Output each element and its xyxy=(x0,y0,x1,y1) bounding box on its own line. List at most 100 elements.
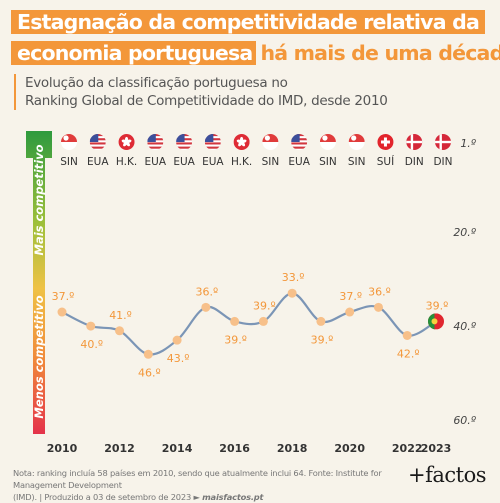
portugal-flag-icon xyxy=(428,313,444,330)
flag-part xyxy=(291,146,308,149)
usa-flag-icon xyxy=(147,134,164,150)
arrow-top-label: Mais competitivo xyxy=(32,144,46,255)
data-labels: 37.º 40.º 41.º 46.º 43.º 36.º 39.º 39.º 33.º 39.º… xyxy=(52,271,449,379)
footnote-line-2: (IMD). | Produzido a 03 de setembro de 2… xyxy=(13,491,423,503)
x-tick-label: 2018 xyxy=(277,442,308,455)
data-label: 41.º xyxy=(109,309,132,322)
flag-part xyxy=(291,134,300,142)
usa-flag-icon xyxy=(204,134,221,150)
switzerland-flag-icon xyxy=(377,134,394,150)
flag-part xyxy=(348,142,365,150)
x-tick-label: 2010 xyxy=(47,442,78,455)
flag-part xyxy=(147,134,156,142)
flag-part xyxy=(236,139,242,143)
data-point xyxy=(316,316,326,326)
flag-part xyxy=(61,134,77,142)
flag-part xyxy=(204,142,221,145)
data-label: 33.º xyxy=(282,271,305,284)
leader-code: EUA xyxy=(87,156,109,168)
title-part-2: economia portuguesa xyxy=(11,41,257,65)
data-point xyxy=(402,330,412,340)
flag-part xyxy=(262,134,279,142)
leader-code: H.K. xyxy=(231,156,252,168)
arrow-bottom-label: Menos competitivo xyxy=(32,295,46,418)
x-tick-label: 2020 xyxy=(334,442,365,455)
x-tick-label: 2023 xyxy=(421,442,452,455)
data-label: 42.º xyxy=(397,347,420,360)
flag-part xyxy=(380,140,390,144)
data-label: 40.º xyxy=(80,338,103,351)
leader-eua: EUA xyxy=(87,134,109,168)
hong-kong-flag-icon xyxy=(233,134,250,150)
flag-part xyxy=(238,141,243,147)
leader-eua: EUA xyxy=(145,134,167,168)
data-point xyxy=(201,302,211,312)
data-label: 46.º xyxy=(138,366,161,379)
flag-part xyxy=(319,134,336,142)
flag-part xyxy=(351,135,357,141)
flag-part xyxy=(61,142,77,150)
data-point xyxy=(230,316,240,326)
y-axis: 1.º 20.º 40.º 60.º xyxy=(453,137,476,427)
flag-part xyxy=(204,134,214,142)
flag-part xyxy=(89,146,106,149)
leader-din: DIN xyxy=(433,134,453,168)
leader-code: EUA xyxy=(145,156,167,168)
leader-hk: H.K. xyxy=(116,134,137,168)
title-line-2: economia portuguesa há mais de uma década xyxy=(11,39,500,68)
flag-part xyxy=(176,142,193,145)
x-tick-label: 2022 xyxy=(392,442,423,455)
leader-code: EUA xyxy=(288,156,310,168)
flag-part xyxy=(264,135,270,141)
flag-part xyxy=(262,142,279,150)
data-label: 39.º xyxy=(426,299,449,312)
title-part-1: Estagnação da competitividade relativa d… xyxy=(11,10,485,34)
subtitle-line-1: Evolução da classificação portuguesa no xyxy=(25,75,288,91)
flag-part xyxy=(147,142,164,145)
data-point xyxy=(57,307,67,317)
data-point xyxy=(345,307,355,317)
leader-eua: EUA xyxy=(202,134,224,168)
series-line-portugal xyxy=(61,292,437,356)
flag-part xyxy=(431,318,438,325)
flag-part xyxy=(348,134,365,142)
hong-kong-flag-icon xyxy=(118,134,135,150)
flag-part xyxy=(291,142,308,145)
flag-part xyxy=(147,146,164,149)
singapore-flag-icon xyxy=(61,134,77,150)
flag-part xyxy=(89,134,99,142)
competitiveness-arrow: Mais competitivo Menos competitivo xyxy=(26,131,52,434)
leader-sin: SIN xyxy=(319,134,337,168)
leader-code: DIN xyxy=(405,156,424,168)
leader-din: DIN xyxy=(405,134,424,168)
gradient-arrow-shape xyxy=(26,131,52,434)
data-label: 37.º xyxy=(339,290,362,303)
footnote-site-link[interactable]: maisfactos.pt xyxy=(202,492,264,502)
data-point xyxy=(258,316,268,326)
leader-code: H.K. xyxy=(116,156,137,168)
subtitle-line-2: Ranking Global de Competitividade do IMD… xyxy=(25,93,388,109)
leader-code: SIN xyxy=(262,156,280,168)
data-label: 39.º xyxy=(311,333,334,346)
leader-code: EUA xyxy=(202,156,224,168)
footnote-line-1: Nota: ranking incluía 58 países em 2010,… xyxy=(13,468,382,490)
leader-eua: EUA xyxy=(288,134,311,168)
data-label: 37.º xyxy=(52,290,75,303)
footnote-line-2-text: (IMD). | Produzido a 03 de setembro de 2… xyxy=(13,492,200,502)
data-label: 39.º xyxy=(224,333,247,346)
leader-eua: EUA xyxy=(173,134,196,168)
flag-part xyxy=(204,146,221,149)
leaders-row: SIN EUA H.K. EUA EUA EUA H.K. SIN EUA SIN SIN SUÍ DI… xyxy=(60,134,453,168)
data-label: 43.º xyxy=(167,352,190,365)
data-point xyxy=(287,288,297,298)
leader-code: SIN xyxy=(319,156,337,168)
flag-part xyxy=(121,139,127,143)
data-point xyxy=(373,302,383,312)
flag-part xyxy=(428,313,435,330)
flag-part xyxy=(176,134,185,142)
data-points xyxy=(57,288,444,359)
footnote: Nota: ranking incluía 58 países em 2010,… xyxy=(13,467,423,503)
singapore-flag-icon xyxy=(319,134,336,150)
